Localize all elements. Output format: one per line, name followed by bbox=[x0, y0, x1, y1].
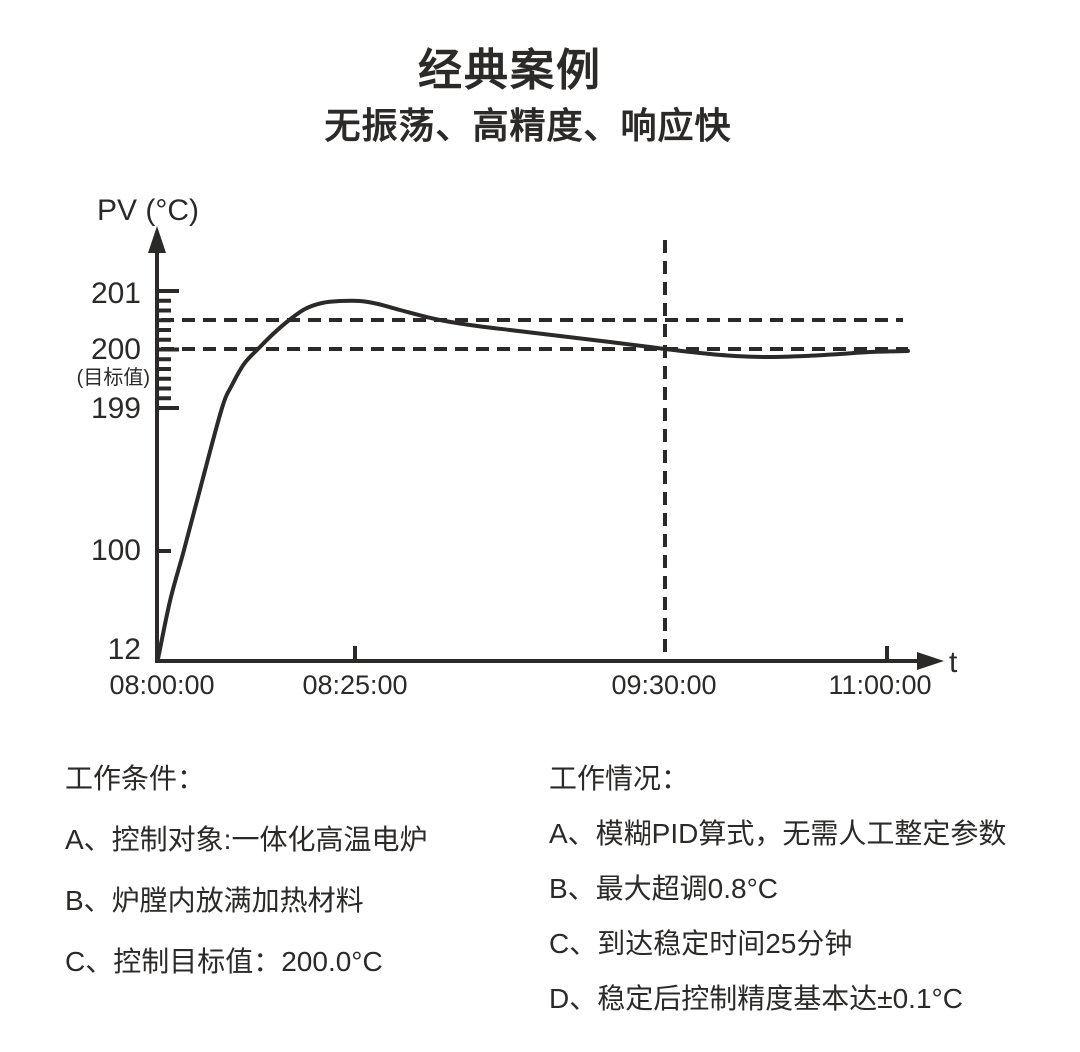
y-tick-label-201: 201 bbox=[91, 277, 141, 310]
x-axis-title: t bbox=[949, 646, 958, 679]
pv-trend-chart: 201 200 199 100 12 (目标值) PV (°C) 08:00:00 08:25:… bbox=[77, 194, 958, 700]
target-value-label: (目标值) bbox=[77, 366, 150, 389]
page-title: 经典案例 bbox=[418, 46, 602, 95]
working-results: 工作情况： A、模糊PID算式，无需人工整定参数 B、最大超调0.8°C C、到… bbox=[549, 762, 1006, 1037]
working-conditions-heading: 工作条件： bbox=[65, 763, 206, 794]
y-axis-arrow-icon bbox=[148, 226, 166, 253]
x-tick-label-11:00:00: 11:00:00 bbox=[828, 670, 931, 700]
working-conditions: 工作条件： A、控制对象:一体化高温电炉 B、炉膛内放满加热材料 C、控制目标值… bbox=[65, 762, 427, 1006]
x-tick-label-08:00:00: 08:00:00 bbox=[109, 670, 214, 700]
y-axis-title: PV (°C) bbox=[97, 194, 199, 227]
working-conditions-item-a: A、控制对象:一体化高温电炉 bbox=[65, 824, 428, 855]
x-axis-arrow-icon bbox=[917, 652, 944, 670]
y-tick-label-100: 100 bbox=[91, 534, 141, 567]
y-tick-label-199: 199 bbox=[91, 392, 141, 425]
page-subtitle: 无振荡、高精度、响应快 bbox=[324, 105, 732, 146]
y-tick-label-12: 12 bbox=[108, 633, 141, 666]
working-conditions-item-b: B、炉膛内放满加热材料 bbox=[65, 885, 364, 916]
working-results-item-b: B、最大超调0.8°C bbox=[549, 873, 779, 904]
pv-curve bbox=[156, 298, 910, 661]
x-tick-label-09:30:00: 09:30:00 bbox=[611, 670, 716, 700]
working-conditions-item-c: C、控制目标值：200.0°C bbox=[65, 946, 383, 977]
working-results-item-c: C、到达稳定时间25分钟 bbox=[549, 928, 853, 959]
y-tick-label-200: 200 bbox=[91, 333, 141, 366]
working-results-heading: 工作情况： bbox=[549, 763, 690, 794]
x-tick-label-08:25:00: 08:25:00 bbox=[302, 670, 407, 700]
working-results-item-d: D、稳定后控制精度基本达±0.1°C bbox=[549, 983, 963, 1014]
working-results-item-a: A、模糊PID算式，无需人工整定参数 bbox=[549, 818, 1007, 849]
